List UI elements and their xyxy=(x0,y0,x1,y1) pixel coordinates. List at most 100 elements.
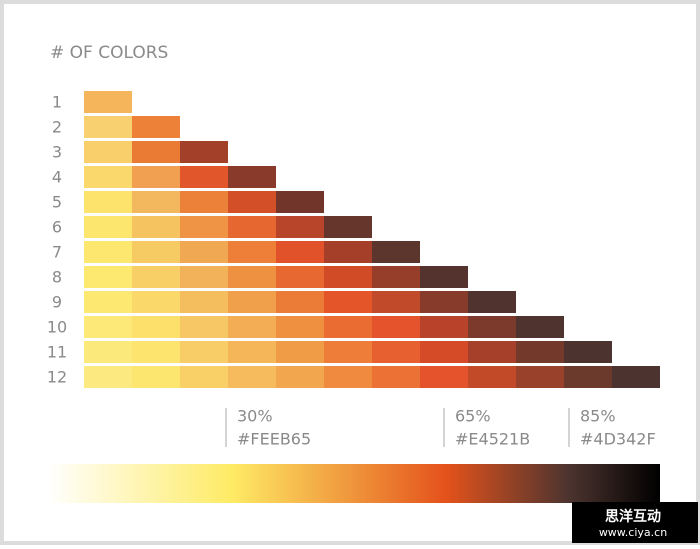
swatch xyxy=(180,291,228,313)
swatch xyxy=(180,216,228,238)
swatch xyxy=(84,341,132,363)
row-label: 10 xyxy=(47,318,67,337)
stop-color: #FEEB65 xyxy=(237,430,311,449)
swatch xyxy=(516,341,564,363)
swatch xyxy=(180,241,228,263)
stop-position: 30% xyxy=(237,407,273,426)
swatch xyxy=(84,141,132,163)
swatch xyxy=(564,341,612,363)
swatch xyxy=(564,366,612,388)
swatch xyxy=(132,141,180,163)
swatch xyxy=(324,316,372,338)
swatch xyxy=(276,266,324,288)
swatch xyxy=(372,241,420,263)
watermark-url: www.ciya.cn xyxy=(599,526,667,539)
swatch xyxy=(516,366,564,388)
swatch xyxy=(132,341,180,363)
swatch xyxy=(228,191,276,213)
swatch xyxy=(228,166,276,188)
swatch xyxy=(84,166,132,188)
swatch xyxy=(420,291,468,313)
swatch xyxy=(132,266,180,288)
swatch xyxy=(420,366,468,388)
row-label: 5 xyxy=(52,193,62,212)
gradient-bar xyxy=(48,464,660,503)
title: # OF COLORS xyxy=(50,43,168,63)
swatch xyxy=(84,241,132,263)
swatch xyxy=(324,366,372,388)
swatch xyxy=(84,316,132,338)
swatch xyxy=(468,341,516,363)
swatch xyxy=(84,216,132,238)
swatch xyxy=(84,191,132,213)
row-label: 9 xyxy=(52,293,62,312)
swatch xyxy=(180,316,228,338)
swatch xyxy=(132,116,180,138)
swatch xyxy=(276,191,324,213)
swatch xyxy=(276,216,324,238)
swatch xyxy=(324,291,372,313)
swatch xyxy=(372,291,420,313)
swatch xyxy=(228,216,276,238)
swatch xyxy=(516,316,564,338)
swatch xyxy=(468,366,516,388)
swatch xyxy=(84,91,132,113)
row-label: 6 xyxy=(52,218,62,237)
swatch xyxy=(180,166,228,188)
swatch xyxy=(276,341,324,363)
swatch xyxy=(180,366,228,388)
swatch xyxy=(228,316,276,338)
swatch xyxy=(84,266,132,288)
swatch xyxy=(132,316,180,338)
swatch xyxy=(468,316,516,338)
swatch xyxy=(468,291,516,313)
swatch xyxy=(228,291,276,313)
swatch xyxy=(372,266,420,288)
swatch xyxy=(276,366,324,388)
swatch xyxy=(132,166,180,188)
swatch xyxy=(228,241,276,263)
swatch xyxy=(324,266,372,288)
swatch xyxy=(420,341,468,363)
swatch xyxy=(276,316,324,338)
row-label: 4 xyxy=(52,168,62,187)
row-label: 12 xyxy=(47,368,67,387)
swatch xyxy=(132,241,180,263)
swatch xyxy=(276,291,324,313)
swatch xyxy=(132,191,180,213)
swatch xyxy=(372,366,420,388)
row-label: 7 xyxy=(52,243,62,262)
swatch xyxy=(372,341,420,363)
swatch xyxy=(324,241,372,263)
row-label: 11 xyxy=(47,343,67,362)
swatch xyxy=(84,116,132,138)
swatch xyxy=(276,241,324,263)
swatch xyxy=(420,316,468,338)
stop-color: #E4521B xyxy=(455,430,530,449)
swatch xyxy=(180,191,228,213)
stop-position: 65% xyxy=(455,407,491,426)
swatch xyxy=(132,366,180,388)
swatch xyxy=(324,216,372,238)
row-label: 2 xyxy=(52,118,62,137)
watermark-title: 思洋互动 xyxy=(605,508,661,525)
row-label: 8 xyxy=(52,268,62,287)
swatch xyxy=(84,291,132,313)
swatch xyxy=(132,291,180,313)
row-label: 1 xyxy=(52,93,62,112)
swatch xyxy=(324,341,372,363)
swatch xyxy=(612,366,660,388)
swatch xyxy=(180,141,228,163)
swatch xyxy=(132,216,180,238)
stop-position: 85% xyxy=(580,407,616,426)
swatch xyxy=(420,266,468,288)
stop-color: #4D342F xyxy=(580,430,656,449)
swatch xyxy=(84,366,132,388)
swatch xyxy=(228,366,276,388)
swatch xyxy=(228,341,276,363)
swatch xyxy=(372,316,420,338)
swatch xyxy=(228,266,276,288)
row-label: 3 xyxy=(52,143,62,162)
swatch xyxy=(180,266,228,288)
